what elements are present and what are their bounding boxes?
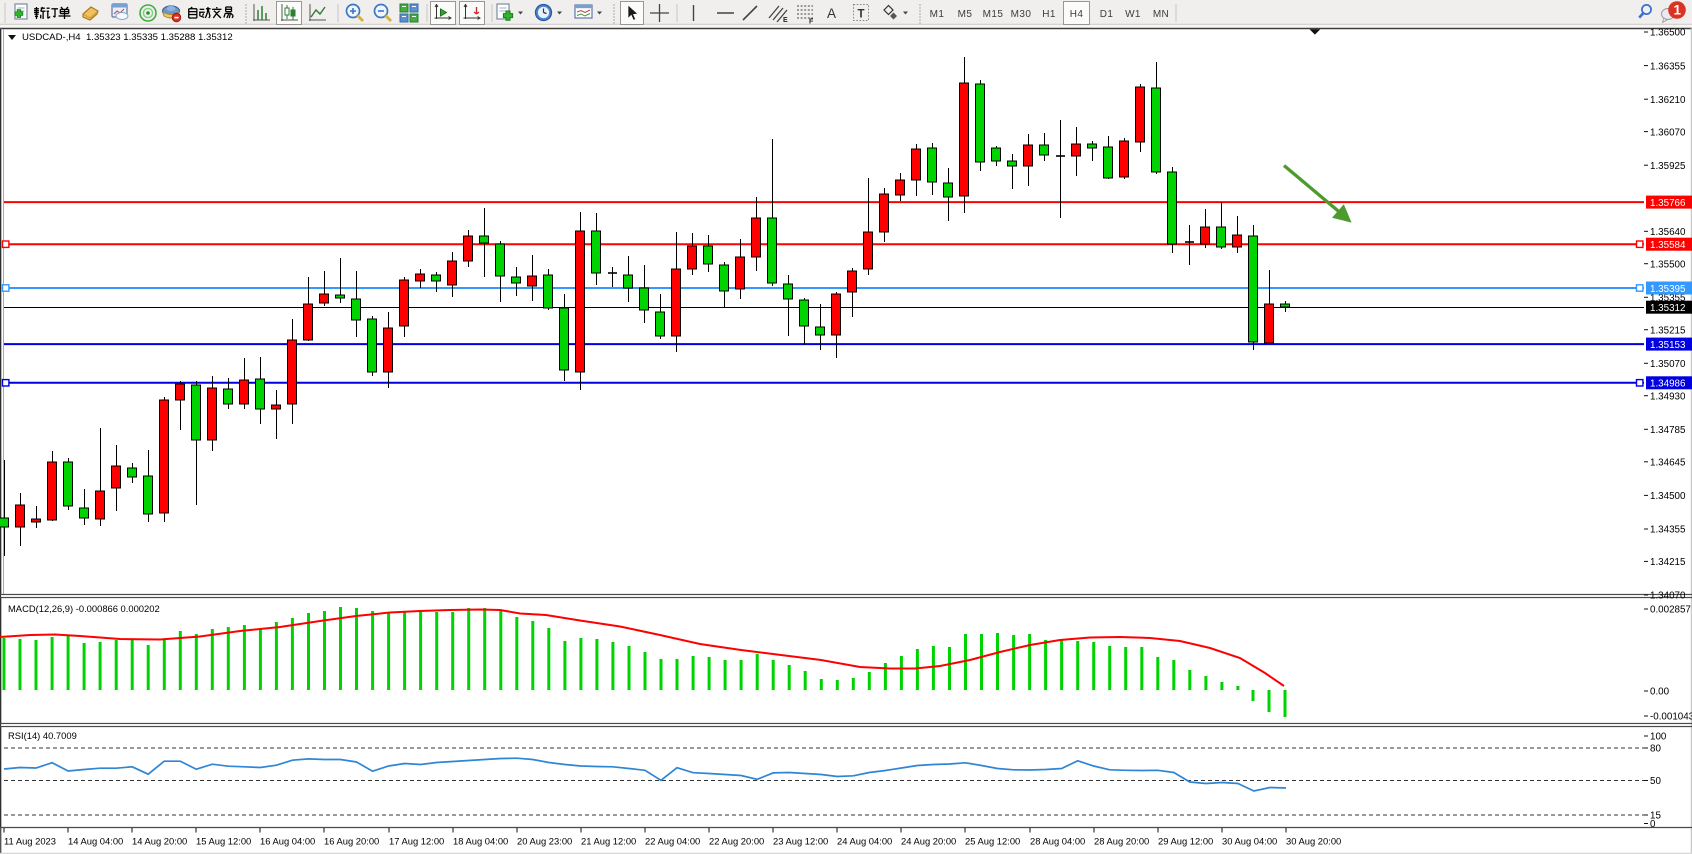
- svg-text:-0.001043: -0.001043: [1650, 711, 1692, 722]
- svg-text:1.35215: 1.35215: [1650, 325, 1686, 336]
- svg-text:1.34070: 1.34070: [1650, 591, 1686, 602]
- svg-text:20 Aug 23:00: 20 Aug 23:00: [517, 836, 572, 847]
- svg-text:14 Aug 04:00: 14 Aug 04:00: [68, 836, 123, 847]
- svg-text:M15: M15: [983, 9, 1004, 20]
- svg-text:MN: MN: [1153, 9, 1169, 20]
- svg-text:22 Aug 04:00: 22 Aug 04:00: [645, 836, 700, 847]
- svg-text:16 Aug 04:00: 16 Aug 04:00: [260, 836, 315, 847]
- svg-text:1: 1: [1674, 3, 1682, 18]
- svg-text:0: 0: [1650, 819, 1656, 830]
- svg-text:1.35925: 1.35925: [1650, 161, 1686, 172]
- svg-text:RSI(14) 40.7009: RSI(14) 40.7009: [8, 730, 77, 741]
- svg-text:1.34986: 1.34986: [1650, 379, 1686, 390]
- svg-text:M1: M1: [930, 9, 945, 20]
- svg-text:80: 80: [1650, 743, 1661, 754]
- svg-text:1.35312: 1.35312: [1650, 303, 1685, 314]
- svg-text:H1: H1: [1042, 9, 1056, 20]
- svg-text:1.35640: 1.35640: [1650, 227, 1686, 238]
- svg-text:D1: D1: [1100, 9, 1114, 20]
- svg-text:15: 15: [1650, 810, 1661, 821]
- svg-text:24 Aug 04:00: 24 Aug 04:00: [837, 836, 892, 847]
- svg-text:15 Aug 12:00: 15 Aug 12:00: [196, 836, 251, 847]
- svg-text:M5: M5: [958, 9, 973, 20]
- svg-text:28 Aug 04:00: 28 Aug 04:00: [1030, 836, 1085, 847]
- svg-text:100: 100: [1650, 731, 1667, 742]
- svg-text:29 Aug 12:00: 29 Aug 12:00: [1158, 836, 1213, 847]
- svg-text:18 Aug 04:00: 18 Aug 04:00: [453, 836, 508, 847]
- svg-text:16 Aug 20:00: 16 Aug 20:00: [324, 836, 379, 847]
- svg-text:14 Aug 20:00: 14 Aug 20:00: [132, 836, 187, 847]
- svg-text:1.36500: 1.36500: [1650, 28, 1686, 39]
- svg-text:1.36355: 1.36355: [1650, 61, 1686, 72]
- svg-text:F: F: [809, 19, 814, 26]
- svg-text:USDCAD-,H4 1.35323 1.35335 1.: USDCAD-,H4 1.35323 1.35335 1.35288 1.353…: [22, 32, 233, 43]
- svg-text:1.34215: 1.34215: [1650, 557, 1686, 568]
- svg-text:23 Aug 12:00: 23 Aug 12:00: [773, 836, 828, 847]
- svg-text:1.35395: 1.35395: [1650, 284, 1686, 295]
- svg-text:T: T: [858, 9, 865, 21]
- svg-text:1.36070: 1.36070: [1650, 127, 1686, 138]
- svg-text:17 Aug 12:00: 17 Aug 12:00: [389, 836, 444, 847]
- svg-text:25 Aug 12:00: 25 Aug 12:00: [965, 836, 1020, 847]
- svg-text:1.34355: 1.34355: [1650, 525, 1686, 536]
- svg-text:11 Aug 2023: 11 Aug 2023: [4, 836, 56, 847]
- svg-text:M30: M30: [1011, 9, 1032, 20]
- svg-text:1.36210: 1.36210: [1650, 95, 1686, 106]
- svg-text:50: 50: [1650, 776, 1661, 787]
- svg-text:A: A: [827, 6, 836, 21]
- svg-text:H4: H4: [1070, 9, 1084, 20]
- svg-text:21 Aug 12:00: 21 Aug 12:00: [581, 836, 636, 847]
- svg-text:22 Aug 20:00: 22 Aug 20:00: [709, 836, 764, 847]
- svg-text:E: E: [783, 17, 788, 24]
- svg-text:1.35500: 1.35500: [1650, 259, 1686, 270]
- svg-text:1.34645: 1.34645: [1650, 458, 1686, 469]
- svg-text:30 Aug 04:00: 30 Aug 04:00: [1222, 836, 1277, 847]
- svg-text:1.34500: 1.34500: [1650, 491, 1686, 502]
- svg-text:1.35153: 1.35153: [1650, 340, 1686, 351]
- svg-text:28 Aug 20:00: 28 Aug 20:00: [1094, 836, 1149, 847]
- svg-text:MACD(12,26,9) -0.000866 0.0002: MACD(12,26,9) -0.000866 0.000202: [8, 603, 160, 614]
- svg-text:0.00: 0.00: [1650, 686, 1670, 697]
- svg-text:1.35070: 1.35070: [1650, 359, 1686, 370]
- svg-text:1.34930: 1.34930: [1650, 391, 1686, 402]
- svg-text:30 Aug 20:00: 30 Aug 20:00: [1286, 836, 1341, 847]
- svg-text:1.34785: 1.34785: [1650, 425, 1686, 436]
- svg-text:1.35766: 1.35766: [1650, 198, 1686, 209]
- svg-text:0.002857: 0.002857: [1650, 604, 1691, 615]
- svg-text:1.35584: 1.35584: [1650, 240, 1686, 251]
- svg-text:W1: W1: [1125, 9, 1141, 20]
- svg-text:1.35355: 1.35355: [1650, 293, 1686, 304]
- svg-text:24 Aug 20:00: 24 Aug 20:00: [901, 836, 956, 847]
